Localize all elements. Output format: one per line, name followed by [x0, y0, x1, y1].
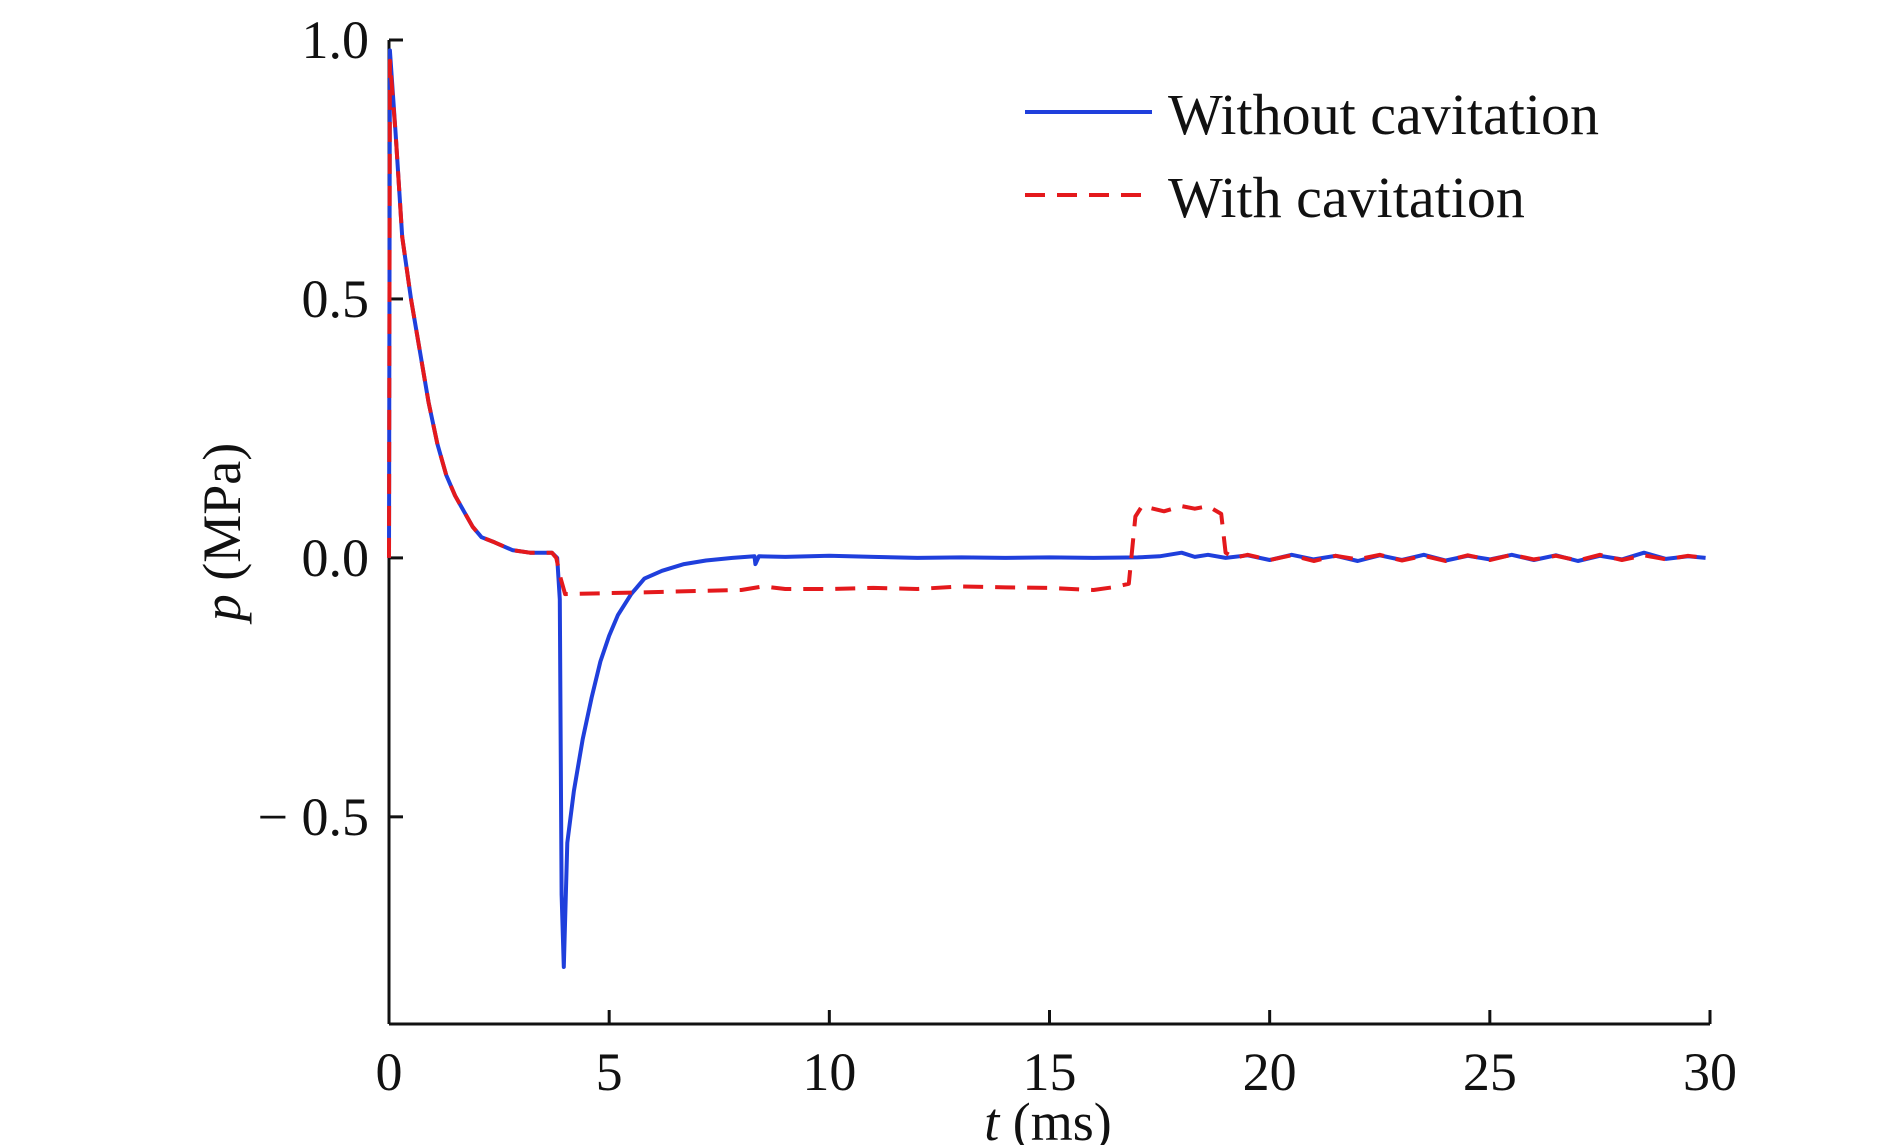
y-axis-symbol: p — [192, 594, 252, 625]
y-tick-label: 0.5 — [302, 269, 370, 329]
tick-labels: 0 5 10 15 20 25 30 1.0 0.5 0.0 − 0.5 — [258, 10, 1737, 1102]
x-tick-label: 30 — [1683, 1042, 1737, 1102]
y-tick-label: − 0.5 — [258, 787, 369, 847]
y-tick-label: 0.0 — [302, 528, 370, 588]
y-axis-label: p (MPa) — [192, 443, 252, 625]
series-line-with-cavitation — [387, 58, 1706, 597]
x-axis-symbol: t — [984, 1092, 1001, 1145]
legend: Without cavitation With cavitation — [1025, 82, 1599, 230]
legend-label-without-cavitation: Without cavitation — [1168, 82, 1599, 147]
x-tick-label: 25 — [1463, 1042, 1517, 1102]
series-layer — [387, 48, 1706, 969]
axis-labels: t (ms) p (MPa) — [192, 443, 1112, 1145]
y-axis-unit: (MPa) — [192, 443, 252, 581]
x-axis-unit: (ms) — [1013, 1092, 1112, 1145]
x-tick-label: 0 — [376, 1042, 403, 1102]
x-tick-label: 15 — [1023, 1042, 1077, 1102]
y-tick-label: 1.0 — [302, 10, 370, 70]
x-tick-label: 20 — [1243, 1042, 1297, 1102]
x-tick-label: 5 — [596, 1042, 623, 1102]
x-tick-label: 10 — [802, 1042, 856, 1102]
x-axis-label: t (ms) — [984, 1092, 1112, 1145]
legend-label-with-cavitation: With cavitation — [1168, 165, 1525, 230]
